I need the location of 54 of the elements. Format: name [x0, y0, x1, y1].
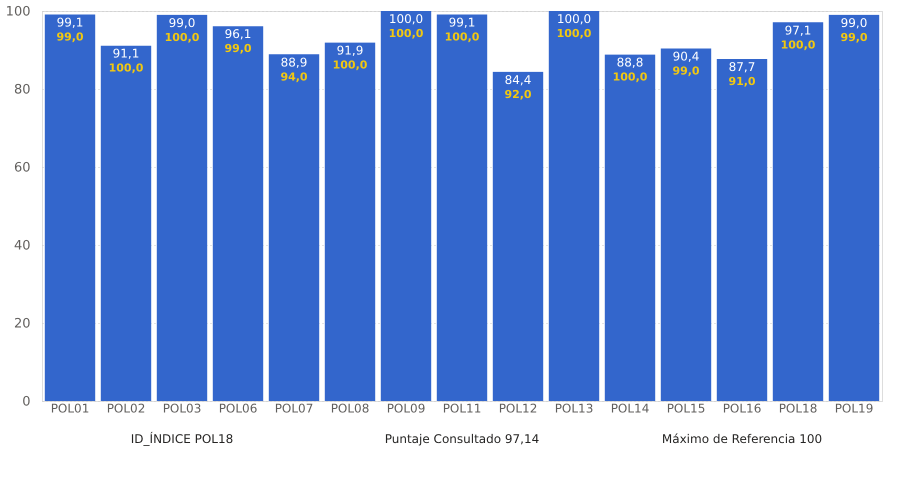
- y-tick-label: 0: [22, 394, 30, 410]
- data-label: 90,4: [672, 49, 700, 64]
- annotation: 100,0: [780, 38, 816, 52]
- x-tick-label: POL06: [218, 402, 258, 416]
- data-label: 99,0: [168, 16, 196, 30]
- annotation: 94,0: [280, 70, 308, 84]
- data-label: 88,8: [616, 56, 644, 70]
- data-label: 97,1: [784, 23, 812, 38]
- x-tick-label: POL19: [834, 402, 874, 416]
- x-tick-label: POL08: [330, 402, 370, 416]
- text: Máximo de Referencia 100: [662, 432, 822, 446]
- annotation: 100,0: [612, 70, 648, 84]
- x-tick-label: POL07: [274, 402, 314, 416]
- x-tick-label: POL14: [610, 402, 650, 416]
- data-label: 100,0: [388, 12, 424, 26]
- annotation: 100,0: [108, 62, 144, 75]
- data-label: 88,9: [280, 55, 308, 70]
- data-label: 91,1: [112, 46, 140, 61]
- x-tick-label: POL11: [442, 402, 482, 416]
- data-label: 99,0: [840, 16, 868, 30]
- y-tick-label: 60: [14, 160, 30, 176]
- y-tick-label: 100: [6, 4, 30, 20]
- annotation: 100,0: [444, 30, 480, 44]
- data-label: 84,4: [504, 72, 532, 87]
- annotation: 100,0: [164, 30, 200, 44]
- text: ID_ÍNDICE POL18: [130, 431, 234, 446]
- annotation: 91,0: [728, 74, 756, 88]
- data-label: 91,9: [336, 44, 364, 58]
- annotation: 99,0: [672, 64, 700, 78]
- annotation: 99,0: [56, 30, 84, 44]
- y-tick-label: 80: [14, 82, 30, 98]
- x-tick-label: POL12: [498, 402, 538, 416]
- data-label: 87,7: [728, 60, 756, 74]
- data-label: 99,1: [448, 16, 476, 30]
- data-label: 100,0: [556, 12, 592, 26]
- x-tick-label: POL09: [386, 402, 426, 416]
- data-label: 99,1: [56, 16, 84, 30]
- data-label: 96,1: [224, 27, 252, 42]
- x-tick-label: POL15: [666, 402, 706, 416]
- x-tick-label: POL18: [778, 402, 818, 416]
- annotation: 92,0: [504, 88, 532, 101]
- x-tick-label: POL03: [162, 402, 202, 416]
- annotation: 100,0: [556, 27, 592, 40]
- annotation: 99,0: [840, 30, 868, 44]
- x-tick-label: POL02: [106, 402, 146, 416]
- x-tick-label: POL01: [50, 402, 90, 416]
- annotation: 99,0: [224, 42, 252, 56]
- y-tick-label: 20: [14, 316, 30, 332]
- annotation: 100,0: [332, 58, 368, 72]
- x-tick-label: POL13: [554, 402, 594, 416]
- annotation: 100,0: [388, 27, 424, 40]
- y-tick-label: 40: [14, 238, 30, 254]
- x-tick-label: POL16: [722, 402, 762, 416]
- text: Puntaje Consultado 97,14: [384, 432, 540, 446]
